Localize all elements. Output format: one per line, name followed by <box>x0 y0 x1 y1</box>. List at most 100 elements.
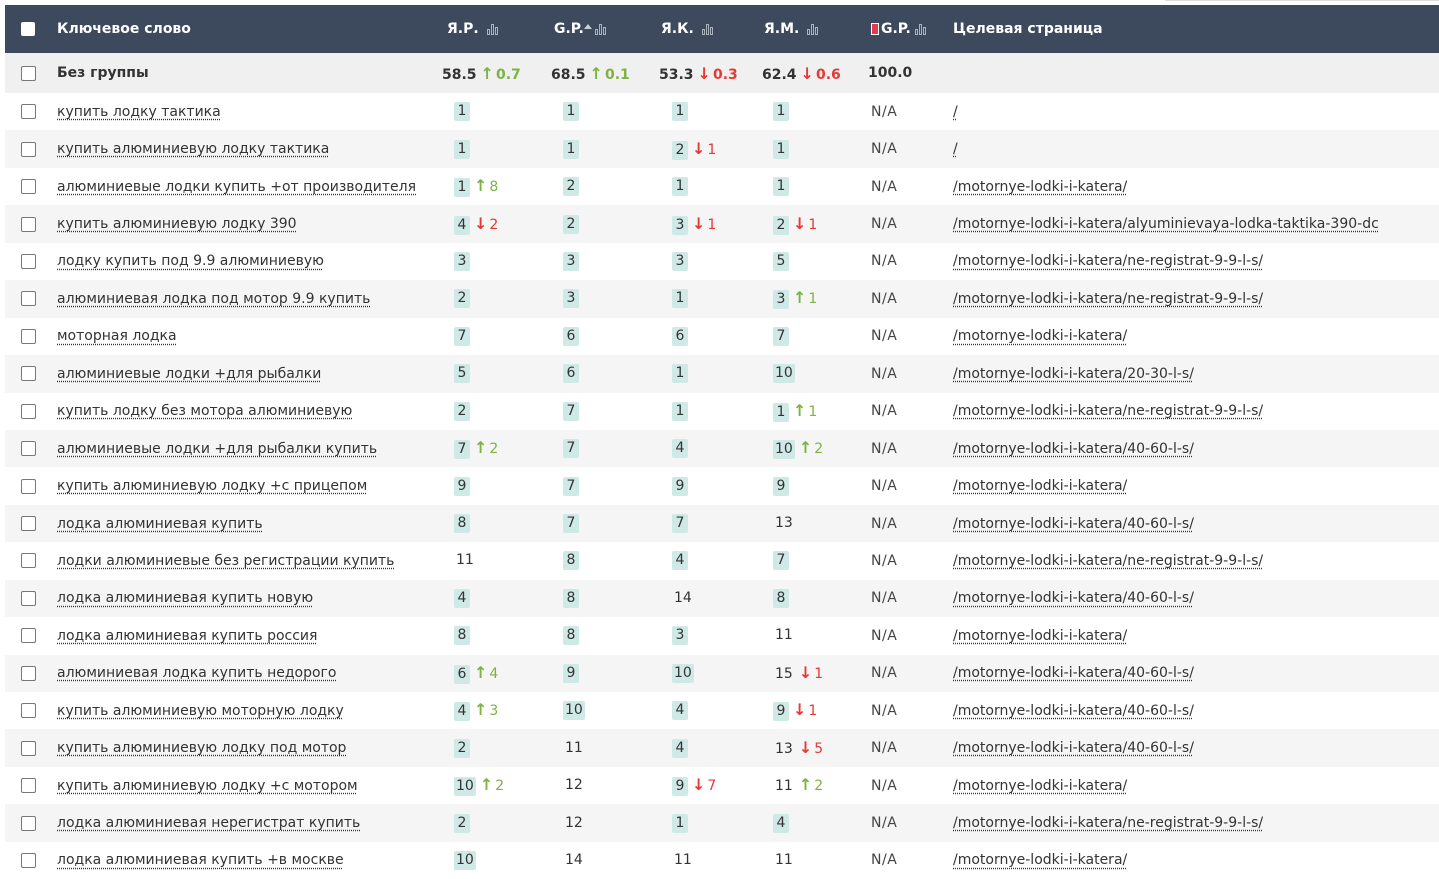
position-value[interactable]: 4 <box>454 588 470 608</box>
position-value[interactable]: 7 <box>454 440 470 460</box>
position-value[interactable]: 11 <box>674 851 692 868</box>
target-url-link[interactable]: /motornye-lodki-i-katera/ne-registrat-9-… <box>953 403 1264 420</box>
position-value[interactable]: 6 <box>563 326 579 346</box>
position-value[interactable]: 9 <box>773 702 789 722</box>
row-checkbox[interactable] <box>21 403 36 419</box>
col-yandex-moscow[interactable]: Я.М. <box>759 5 867 53</box>
keyword-link[interactable]: алюминиевые лодки +для рыбалки купить <box>57 440 378 457</box>
position-value[interactable]: 2 <box>454 738 470 758</box>
position-value[interactable]: 13 <box>775 740 793 757</box>
position-value[interactable]: 6 <box>563 364 579 384</box>
table-row[interactable]: моторная лодка 7 6 6 7 N/A/motornye-lodki-i-k… <box>5 318 1439 355</box>
position-value[interactable]: 13 <box>775 515 793 532</box>
position-value[interactable]: 1 <box>773 177 789 197</box>
table-row[interactable]: алюминиевая лодка купить недорого 6 ↑ 4 9 10 1… <box>5 654 1439 692</box>
target-url-link[interactable]: /motornye-lodki-i-katera/40-60-l-s/ <box>953 665 1194 682</box>
col-yandex-region[interactable]: Я.Р. <box>437 5 545 53</box>
col-google-region[interactable]: G.P. <box>545 5 653 53</box>
row-checkbox[interactable] <box>21 441 36 457</box>
position-value[interactable]: 9 <box>672 777 688 797</box>
row-checkbox[interactable] <box>21 703 36 719</box>
table-row[interactable]: купить алюминиевую лодку +с прицепом 9 7 9 9… <box>5 467 1439 504</box>
target-url-link[interactable]: /motornye-lodki-i-katera/ <box>953 627 1128 644</box>
position-value[interactable]: 1 <box>454 178 470 198</box>
position-value[interactable]: 8 <box>773 588 789 608</box>
target-url-link[interactable]: /motornye-lodki-i-katera/40-60-l-s/ <box>953 590 1194 607</box>
chart-icon[interactable] <box>701 23 714 35</box>
position-value[interactable]: 1 <box>672 813 688 833</box>
table-row[interactable]: алюминиевые лодки +для рыбалки купить 7 ↑ 2… <box>5 429 1439 468</box>
position-value[interactable]: 8 <box>563 551 579 571</box>
position-value[interactable]: 5 <box>773 251 789 271</box>
row-checkbox[interactable] <box>21 366 36 382</box>
col-yandex-kiev[interactable]: Я.К. <box>653 5 759 53</box>
target-url-link[interactable]: /motornye-lodki-i-katera/40-60-l-s/ <box>953 440 1194 457</box>
position-value[interactable]: 6 <box>454 664 470 684</box>
col-keyword[interactable]: Ключевое слово <box>57 21 191 37</box>
table-row[interactable]: купить алюминиевую лодку 390 4 ↓ 2 2 3 ↓ 1 2 ↓ 1 N/… <box>5 205 1439 243</box>
position-value[interactable]: 12 <box>565 814 583 831</box>
target-url-link[interactable]: / <box>953 141 958 158</box>
table-row[interactable]: купить алюминиевую лодку тактика 1 1 2 ↓ 1 1 N/… <box>5 130 1439 168</box>
position-value[interactable]: 2 <box>773 215 789 235</box>
keyword-link[interactable]: лодка алюминиевая купить <box>57 515 263 532</box>
row-checkbox[interactable] <box>21 665 36 681</box>
chart-icon[interactable] <box>486 23 499 35</box>
keyword-link[interactable]: лодка алюминиевая купить россия <box>57 627 318 644</box>
position-value[interactable]: 2 <box>454 813 470 833</box>
position-value[interactable]: 1 <box>454 139 470 159</box>
keyword-link[interactable]: купить алюминиевую лодку тактика <box>57 141 330 158</box>
position-value[interactable]: 1 <box>672 102 688 122</box>
position-value[interactable]: 2 <box>563 214 579 234</box>
position-value[interactable]: 1 <box>773 139 789 159</box>
target-url-link[interactable]: /motornye-lodki-i-katera/ne-registrat-9-… <box>953 290 1264 307</box>
row-checkbox[interactable] <box>21 815 36 831</box>
position-value[interactable]: 4 <box>672 439 688 459</box>
row-checkbox[interactable] <box>21 778 36 794</box>
position-value[interactable]: 11 <box>775 851 793 868</box>
position-value[interactable]: 14 <box>565 851 583 868</box>
position-value[interactable]: 8 <box>454 514 470 534</box>
row-checkbox[interactable] <box>21 253 36 269</box>
position-value[interactable]: 4 <box>672 701 688 721</box>
keyword-link[interactable]: лодки алюминиевые без регистрации купить <box>57 552 395 569</box>
position-value[interactable]: 15 <box>775 665 793 682</box>
position-value[interactable]: 1 <box>672 364 688 384</box>
keyword-link[interactable]: купить алюминиевую лодку 390 <box>57 216 297 233</box>
target-url-link[interactable]: /motornye-lodki-i-katera/ <box>953 852 1128 869</box>
keyword-link[interactable]: алюминиевая лодка купить недорого <box>57 665 337 682</box>
position-value[interactable]: 11 <box>565 739 583 756</box>
position-value[interactable]: 1 <box>563 102 579 122</box>
position-value[interactable]: 10 <box>672 663 694 683</box>
position-value[interactable]: 6 <box>672 326 688 346</box>
position-value[interactable]: 14 <box>674 589 692 606</box>
keyword-link[interactable]: моторная лодка <box>57 328 177 345</box>
position-value[interactable]: 4 <box>672 738 688 758</box>
keyword-link[interactable]: купить лодку без мотора алюминиевую <box>57 403 353 420</box>
target-url-link[interactable]: /motornye-lodki-i-katera/20-30-l-s/ <box>953 365 1194 382</box>
position-value[interactable]: 2 <box>563 177 579 197</box>
position-value[interactable]: 10 <box>563 701 585 721</box>
position-value[interactable]: 10 <box>454 777 476 797</box>
row-checkbox[interactable] <box>21 291 36 307</box>
target-url-link[interactable]: /motornye-lodki-i-katera/alyuminievaya-l… <box>953 216 1379 233</box>
keyword-link[interactable]: алюминиевая лодка под мотор 9.9 купить <box>57 290 371 307</box>
row-checkbox[interactable] <box>21 104 36 120</box>
position-value[interactable]: 1 <box>563 139 579 159</box>
position-value[interactable]: 11 <box>775 627 793 644</box>
position-value[interactable]: 8 <box>563 626 579 646</box>
position-value[interactable]: 8 <box>454 626 470 646</box>
keyword-link[interactable]: алюминиевые лодки купить +от производите… <box>57 178 417 195</box>
table-row[interactable]: купить алюминиевую лодку +с мотором 10 ↑ 2 1… <box>5 767 1439 804</box>
position-value[interactable]: 9 <box>563 663 579 683</box>
position-value[interactable]: 2 <box>672 140 688 160</box>
target-url-link[interactable]: /motornye-lodki-i-katera/ <box>953 178 1128 195</box>
position-value[interactable]: 8 <box>563 588 579 608</box>
table-row[interactable]: лодка алюминиевая купить 8 7 7 13 N/A/motorny… <box>5 504 1439 543</box>
row-checkbox[interactable] <box>21 590 36 606</box>
chart-icon[interactable] <box>914 23 927 35</box>
table-row[interactable]: лодка алюминиевая нерегистрат купить 2 12 1… <box>5 804 1439 842</box>
target-url-link[interactable]: /motornye-lodki-i-katera/ne-registrat-9-… <box>953 552 1264 569</box>
position-value[interactable]: 2 <box>454 289 470 309</box>
position-value[interactable]: 12 <box>565 777 583 794</box>
